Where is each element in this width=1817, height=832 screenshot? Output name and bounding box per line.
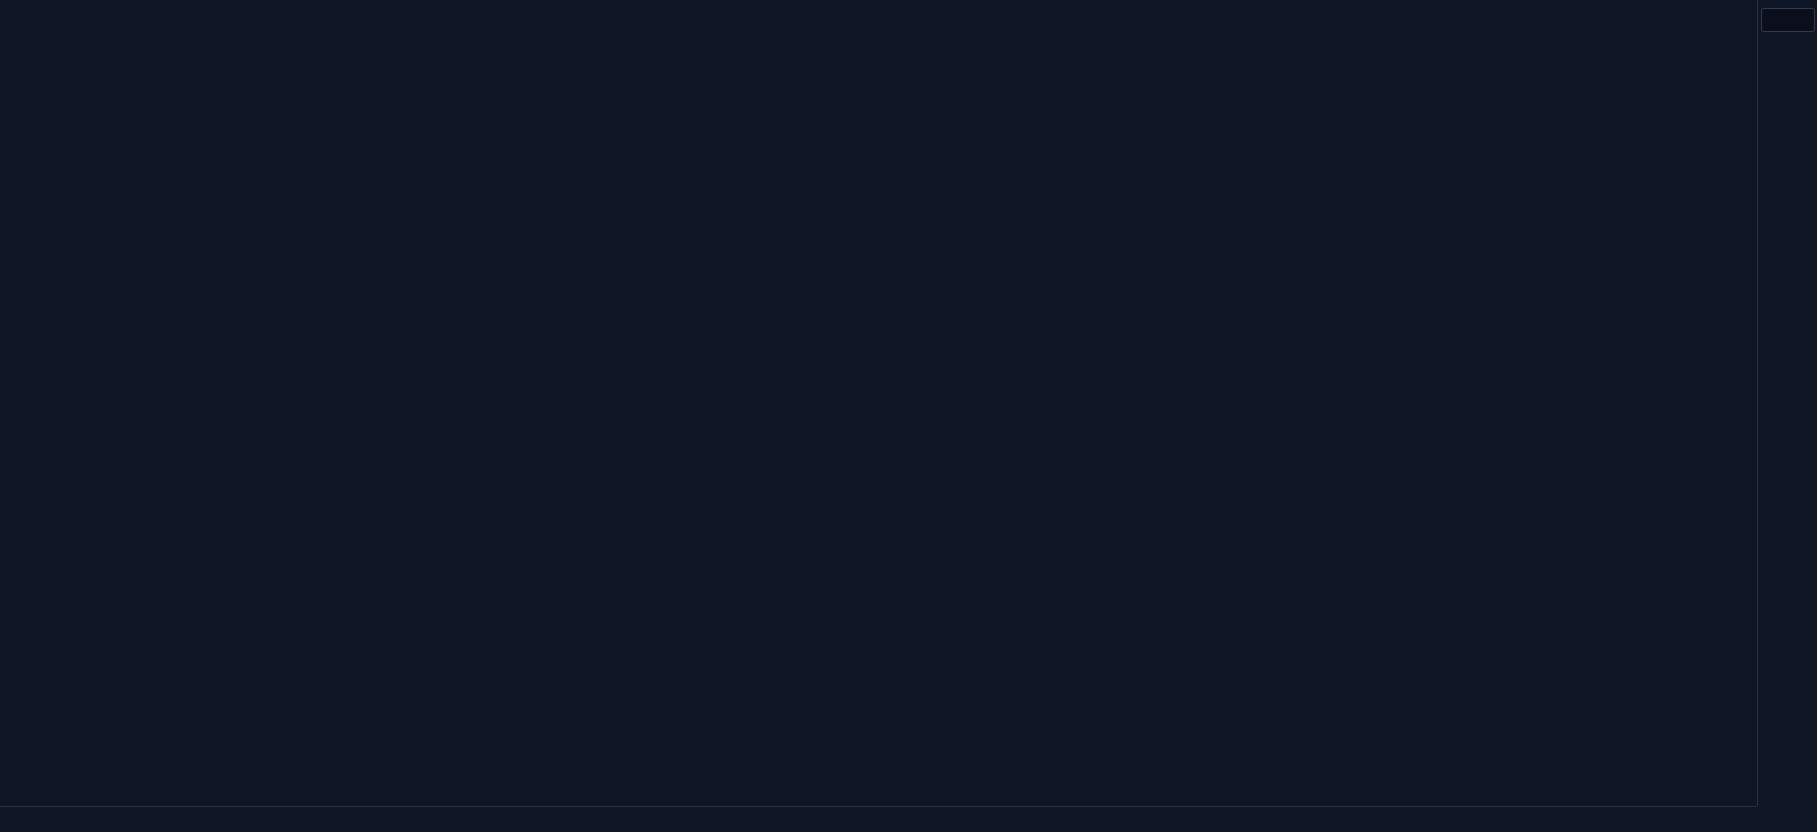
chart-canvas[interactable] [0,0,1757,806]
time-axis[interactable] [0,806,1757,832]
price-axis[interactable] [1757,0,1817,806]
currency-toggle-button[interactable] [1761,8,1815,32]
symbol-legend [10,6,22,9]
